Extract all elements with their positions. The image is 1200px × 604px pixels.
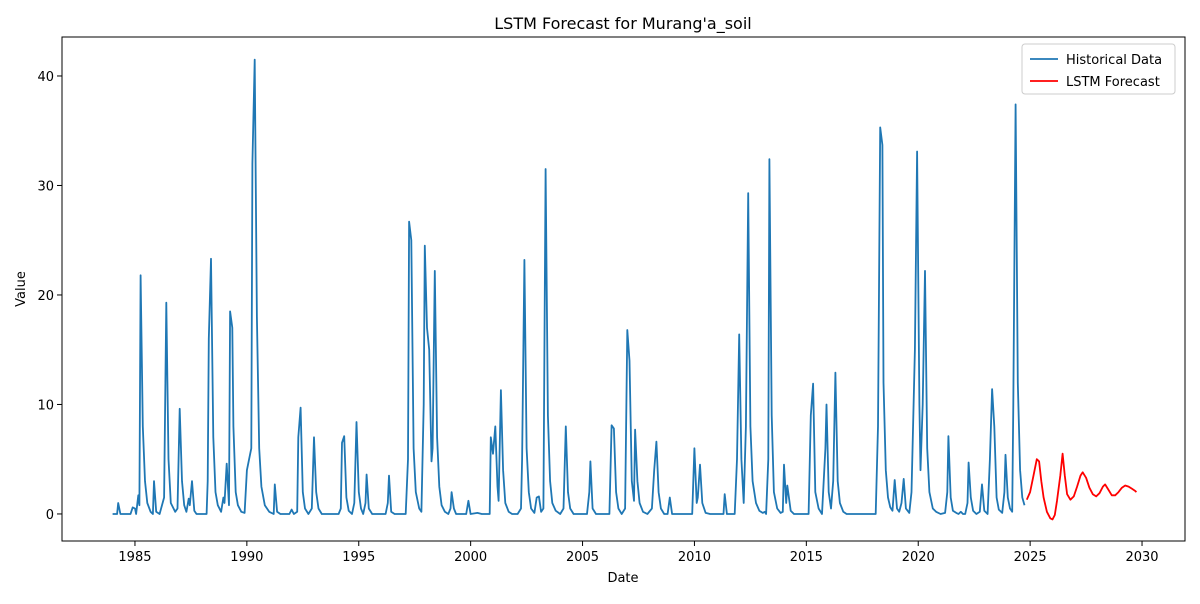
- x-tick-label: 2010: [678, 550, 711, 565]
- y-tick-label: 20: [37, 289, 54, 304]
- y-tick-label: 10: [37, 398, 54, 413]
- chart-title: LSTM Forecast for Murang'a_soil: [494, 14, 751, 34]
- legend-label: LSTM Forecast: [1066, 75, 1160, 90]
- y-tick-label: 0: [46, 508, 54, 523]
- y-tick-label: 30: [37, 179, 54, 194]
- legend-box: [1021, 43, 1176, 95]
- x-tick-label: 2030: [1125, 550, 1158, 565]
- y-axis-label: Value: [14, 271, 29, 307]
- y-tick-label: 40: [37, 70, 54, 85]
- legend-label: Historical Data: [1066, 53, 1162, 68]
- x-tick-label: 2015: [790, 550, 823, 565]
- x-tick-label: 1990: [230, 550, 263, 565]
- plot-frame: [61, 36, 1186, 542]
- x-tick-label: 1995: [342, 550, 375, 565]
- x-tick-label: 1985: [118, 550, 151, 565]
- line-series: [1025, 452, 1138, 521]
- x-axis-label: Date: [607, 571, 638, 586]
- x-tick-label: 2000: [454, 550, 487, 565]
- line-series: [112, 58, 1026, 515]
- x-tick-label: 2025: [1014, 550, 1047, 565]
- x-tick-label: 2020: [902, 550, 935, 565]
- x-tick-label: 2005: [566, 550, 599, 565]
